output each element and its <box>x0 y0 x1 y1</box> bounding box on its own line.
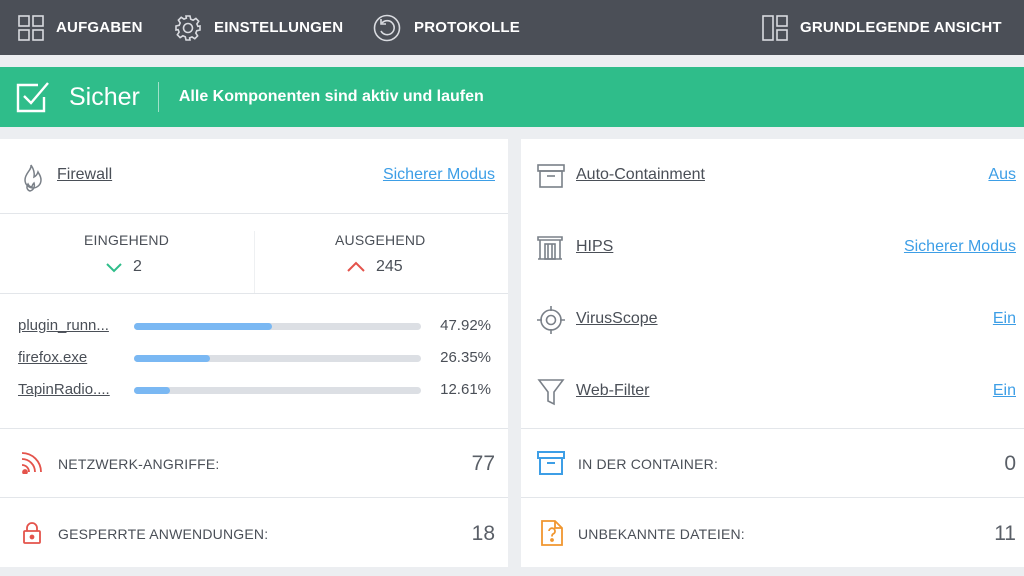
status-state: Sicher <box>69 82 140 111</box>
network-attacks-value: 77 <box>471 452 495 475</box>
blocked-apps-value: 18 <box>471 522 495 545</box>
virusscope-state-link[interactable]: Ein <box>992 310 1016 327</box>
app-usage-fill <box>134 323 272 330</box>
app-usage-fill <box>134 387 171 394</box>
app-name-link[interactable]: TapinRadio.... <box>18 381 110 398</box>
container-box-icon <box>536 450 566 481</box>
app-usage-bar <box>134 355 421 362</box>
outgoing-value: 245 <box>376 258 403 275</box>
virusscope-link[interactable]: VirusScope <box>576 310 658 327</box>
unknown-files-value: 11 <box>994 522 1016 545</box>
app-usage-bar <box>134 323 421 330</box>
app-name-link[interactable]: plugin_runn... <box>18 317 109 334</box>
settings-label: EINSTELLUNGEN <box>214 19 344 36</box>
flame-icon <box>17 163 45 198</box>
app-usage-bar <box>134 387 421 394</box>
funnel-icon <box>537 377 565 412</box>
outgoing-label: AUSGEHEND <box>335 232 426 248</box>
wifi-attack-icon <box>20 452 42 479</box>
logs-refresh-icon <box>372 13 402 43</box>
auto-containment-link[interactable]: Auto-Containment <box>576 166 705 183</box>
web-filter-state-link[interactable]: Ein <box>992 382 1016 399</box>
logs-label: PROTOKOLLE <box>414 19 520 36</box>
top-toolbar: AUFGABEN EINSTELLUNGEN PROTOKOLLE GRUNDL… <box>0 0 1024 55</box>
layout-view-icon <box>762 14 788 41</box>
logs-button[interactable]: PROTOKOLLE <box>372 0 520 55</box>
basic-view-label: GRUNDLEGENDE ANSICHT <box>800 19 1002 36</box>
tasks-button[interactable]: AUFGABEN <box>18 0 143 55</box>
banner-divider <box>157 82 159 112</box>
status-banner: Sicher Alle Komponenten sind aktiv und l… <box>0 67 1024 127</box>
app-percent: 26.35% <box>440 349 491 366</box>
app-percent: 47.92% <box>440 317 491 334</box>
firewall-link[interactable]: Firewall <box>57 166 113 183</box>
in-container-value: 0 <box>1004 452 1016 475</box>
divider <box>521 497 1024 498</box>
chevron-up-icon <box>346 260 366 278</box>
divider <box>0 293 508 294</box>
status-message: Alle Komponenten sind aktiv und laufen <box>178 88 484 105</box>
chevron-down-icon <box>105 261 123 279</box>
incoming-label: EINGEHEND <box>84 232 170 248</box>
unknown-files-label: UNBEKANNTE DATEIEN: <box>578 526 745 542</box>
app-percent: 12.61% <box>440 381 491 398</box>
traffic-divider <box>254 231 255 293</box>
container-box-icon <box>536 163 566 194</box>
lock-icon <box>22 521 42 550</box>
divider <box>0 213 508 214</box>
web-filter-link[interactable]: Web-Filter <box>576 382 650 399</box>
checkbox-check-icon <box>14 79 50 115</box>
grid-icon <box>18 14 44 41</box>
auto-containment-state-link[interactable]: Aus <box>988 166 1016 183</box>
app-usage-fill <box>134 355 210 362</box>
app-name-link[interactable]: firefox.exe <box>18 349 88 366</box>
basic-view-button[interactable]: GRUNDLEGENDE ANSICHT <box>762 0 1002 55</box>
components-panel: Auto-Containment Aus HIPS Sicherer Modus… <box>521 139 1024 567</box>
incoming-value: 2 <box>133 258 142 275</box>
blocked-apps-label: GESPERRTE ANWENDUNGEN: <box>58 526 269 542</box>
divider <box>0 428 508 429</box>
settings-button[interactable]: EINSTELLUNGEN <box>174 0 343 55</box>
in-container-label: IN DER CONTAINER: <box>578 456 719 472</box>
hips-gate-icon <box>536 235 564 266</box>
hips-state-link[interactable]: Sicherer Modus <box>903 238 1016 255</box>
network-attacks-label: NETZWERK-ANGRIFFE: <box>58 456 220 472</box>
tasks-label: AUFGABEN <box>56 19 143 36</box>
divider <box>0 497 508 498</box>
hips-link[interactable]: HIPS <box>576 238 614 255</box>
firewall-panel: Firewall Sicherer Modus EINGEHEND 2 AUSG… <box>0 139 508 567</box>
unknown-file-icon <box>540 519 564 552</box>
crosshair-icon <box>536 305 566 340</box>
gear-icon <box>174 14 202 42</box>
firewall-mode-link[interactable]: Sicherer Modus <box>382 166 495 183</box>
divider <box>521 428 1024 429</box>
